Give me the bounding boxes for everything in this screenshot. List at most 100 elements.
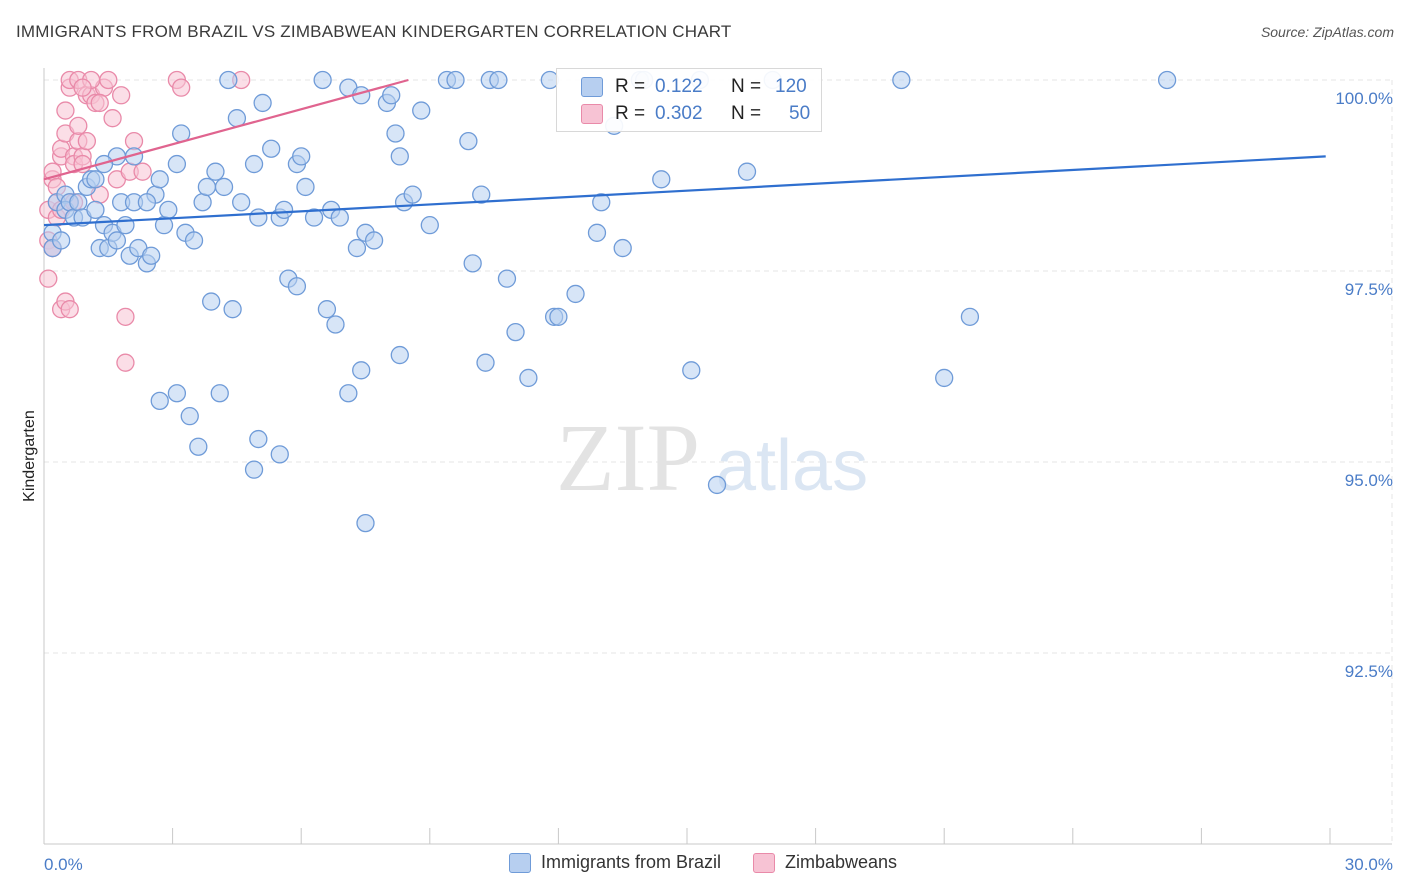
series-legend: Immigrants from Brazil Zimbabweans [0,852,1406,873]
data-point [382,86,401,105]
data-point [189,437,208,456]
data-point [244,154,264,174]
stats-legend-row-zimbabweans: R = 0.302 N = 50 [581,101,810,127]
data-point [390,147,409,166]
data-point [77,131,97,151]
data-point [707,475,727,495]
data-point [472,185,491,204]
data-point [326,315,345,334]
r-label: R = [615,76,646,97]
x-tick-label-min: 0.0% [44,855,83,874]
data-point [150,170,169,189]
legend-item-zimbabweans[interactable]: Zimbabweans [752,852,898,873]
data-point [892,70,911,90]
data-point [364,231,384,250]
data-point [313,70,332,90]
trend-line-brazil [43,155,1326,227]
data-point [356,513,375,533]
data-point [116,216,135,235]
data-point [86,200,105,220]
data-point [232,193,251,212]
data-point [219,70,238,90]
data-point [292,147,311,166]
data-point [253,93,272,113]
data-point [39,269,58,288]
data-point [167,384,187,403]
data-point [1157,70,1177,90]
data-point [223,300,242,319]
data-point [60,300,79,319]
legend-swatch-blue [508,852,531,873]
data-point [262,139,281,158]
grid-lines [44,79,1393,844]
data-point [159,200,178,220]
data-point [519,368,538,388]
watermark: ZIP atlas [556,404,868,511]
y-axis-label: Kindergarten [21,410,38,502]
data-point [167,154,187,174]
data-point [274,200,294,220]
r-value: 0.122 [655,76,703,97]
data-point [197,177,217,197]
data-point [270,445,289,464]
data-point [249,208,268,227]
data-point [193,193,212,212]
n-label: N = [731,76,762,97]
data-point [935,368,954,388]
data-point [56,101,75,120]
data-point [403,185,422,204]
data-point [51,231,71,250]
data-point [549,307,568,326]
data-point [142,246,161,265]
data-point [317,300,337,319]
stats-legend-row-brazil: R = 0.122 N = 120 [581,74,807,100]
watermark-zip: ZIP [556,404,700,511]
trend-line-zimbabweans [43,78,409,181]
data-point [210,384,229,403]
data-point [73,78,92,97]
legend-item-brazil[interactable]: Immigrants from Brazil [508,852,721,873]
data-point [652,170,671,189]
n-value: 50 [789,103,811,124]
data-point [69,116,88,135]
data-point [390,345,409,365]
data-point [446,70,465,90]
data-point [86,170,105,189]
legend-swatch-pink [581,104,603,124]
data-point [244,460,264,479]
data-point [184,231,204,250]
data-point [112,86,131,105]
data-point [587,223,607,242]
data-point [202,292,221,311]
watermark-atlas: atlas [716,426,868,506]
data-point [960,307,980,326]
data-point [412,101,431,120]
data-point [420,216,439,235]
data-point [90,93,109,113]
series-zimbabweans [39,70,251,372]
data-point [476,353,495,372]
data-point [347,238,367,258]
data-point [489,70,508,90]
data-point [296,177,315,197]
data-point [463,254,482,273]
data-point [613,238,632,258]
data-point [214,177,234,197]
axes [43,68,1392,845]
stats-legend: R = 0.122 N = 120 R = 0.302 N = 50 [556,68,822,132]
data-point [287,277,307,296]
data-point [506,322,525,342]
data-point [304,208,324,227]
data-point [116,307,135,326]
data-point [330,208,349,227]
data-point [107,231,127,250]
data-point [172,78,191,97]
legend-label-zimbabweans: Zimbabweans [784,852,898,872]
tick-labels: 92.5% 95.0% 97.5% 100.0% 0.0% 30.0% [44,89,1393,874]
data-point [737,162,757,181]
data-point [592,193,611,212]
data-point [352,361,371,380]
chart-title: IMMIGRANTS FROM BRAZIL VS ZIMBABWEAN KIN… [16,22,732,41]
series-immigrants-from-brazil [43,70,1177,533]
data-point [386,124,405,143]
